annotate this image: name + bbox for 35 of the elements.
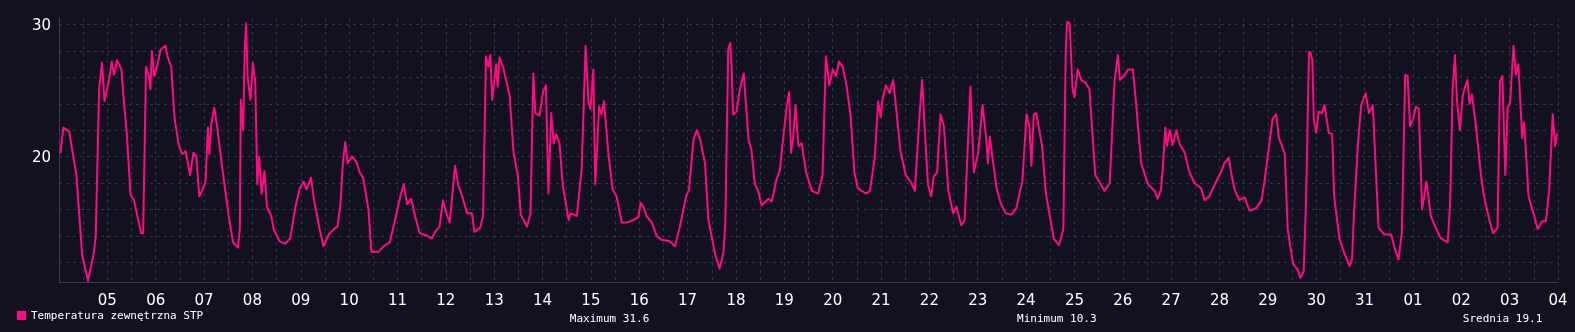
x-tick-label: 29 — [1258, 290, 1278, 309]
x-tick-label: 18 — [726, 290, 746, 309]
x-tick-label: 12 — [436, 290, 456, 309]
x-tick-label: 16 — [629, 290, 649, 309]
x-tick-label: 09 — [291, 290, 311, 309]
x-tick-label: 23 — [968, 290, 988, 309]
x-tick-label: 05 — [97, 290, 117, 309]
x-tick-label: 01 — [1403, 290, 1423, 309]
x-tick-label: 11 — [387, 290, 408, 309]
x-tick-label: 24 — [1016, 290, 1036, 309]
x-tick-label: 14 — [533, 290, 553, 309]
x-tick-label: 31 — [1355, 290, 1375, 309]
x-tick-label: 06 — [146, 290, 166, 309]
x-tick-label: 10 — [339, 290, 359, 309]
legend-label: Temperatura zewnętrzna STP — [31, 309, 204, 322]
x-tick-label: 08 — [242, 290, 262, 309]
text: Srednia 19.1 — [1462, 311, 1543, 325]
x-tick-label: 21 — [871, 290, 891, 309]
x-tick-label: 22 — [919, 290, 939, 309]
x-tick-label: 30 — [1306, 290, 1326, 309]
x-tick-label: 03 — [1500, 290, 1520, 309]
x-tick-label: 19 — [774, 290, 794, 309]
x-tick-label: 25 — [1064, 290, 1084, 309]
x-tick-label: 17 — [678, 290, 698, 309]
x-tick-label: 02 — [1451, 290, 1471, 309]
x-tick-label: 27 — [1161, 290, 1181, 309]
x-tick-label: 13 — [484, 290, 504, 309]
text: Maximum 31.6 — [569, 311, 650, 325]
x-tick-label: 15 — [581, 290, 601, 309]
x-tick-label: 28 — [1209, 290, 1230, 309]
text: Minimum 10.3 — [1017, 311, 1097, 325]
x-tick-label: 20 — [823, 290, 843, 309]
x-tick-label: 04 — [1548, 290, 1568, 309]
x-tick-label: 26 — [1113, 290, 1133, 309]
x-tick-label: 07 — [194, 290, 214, 309]
